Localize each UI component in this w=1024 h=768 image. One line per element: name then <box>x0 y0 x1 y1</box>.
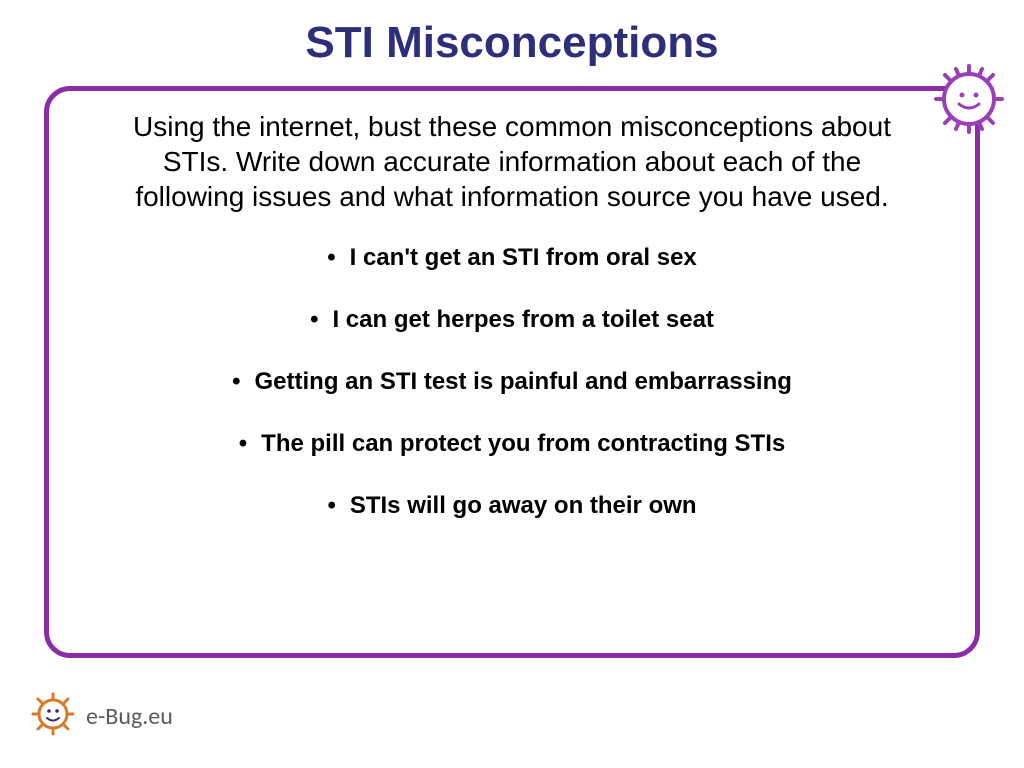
content-box: Using the internet, bust these common mi… <box>44 86 980 658</box>
ebug-logo-icon <box>30 691 76 742</box>
list-item: I can get herpes from a toilet seat <box>89 306 935 334</box>
footer: e-Bug.eu <box>30 691 173 742</box>
bug-icon <box>932 62 1006 136</box>
bullet-list: I can't get an STI from oral sex I can g… <box>89 244 935 520</box>
list-item: STIs will go away on their own <box>89 492 935 520</box>
list-item: I can't get an STI from oral sex <box>89 244 935 272</box>
intro-text: Using the internet, bust these common mi… <box>89 109 935 214</box>
page-title: STI Misconceptions <box>0 0 1024 68</box>
list-item: Getting an STI test is painful and embar… <box>89 368 935 396</box>
footer-label: e-Bug.eu <box>86 702 173 731</box>
list-item: The pill can protect you from contractin… <box>89 430 935 458</box>
